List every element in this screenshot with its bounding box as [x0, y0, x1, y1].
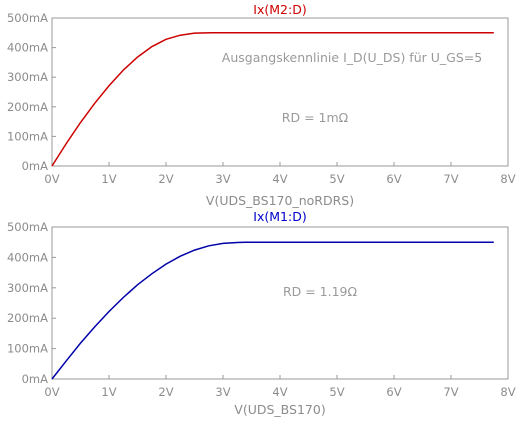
y-tick-label: 200mA — [7, 100, 48, 114]
x-tick-label: 7V — [443, 385, 458, 399]
y-tick-label: 100mA — [7, 129, 48, 143]
chart-title-bottom: Ix(M1:D) — [253, 209, 306, 224]
x-tick-label: 0V — [44, 172, 59, 186]
y-tick-label: 0mA — [22, 372, 49, 386]
y-tick-label: 500mA — [7, 220, 48, 234]
x-tick-labels-bottom: 0V 1V 2V 3V 4V 5V 6V 7V 8V — [44, 385, 515, 399]
x-tick-label: 4V — [272, 385, 287, 399]
x-tick-label: 5V — [329, 172, 344, 186]
x-tick-label: 1V — [101, 172, 116, 186]
series-line-top — [51, 32, 494, 167]
y-tick-label: 300mA — [7, 281, 48, 295]
x-tick-label: 7V — [443, 172, 458, 186]
x-tick-label: 6V — [386, 172, 401, 186]
y-tick-label: 500mA — [7, 11, 48, 25]
y-tick-label: 200mA — [7, 311, 48, 325]
x-tick-label: 8V — [500, 172, 515, 186]
y-tick-labels-top: 0mA 100mA 200mA 300mA 400mA 500mA — [7, 11, 48, 173]
tick-marks-top — [51, 17, 509, 167]
annotation-title-top: Ausgangskennlinie I_D(U_DS) für U_GS=5 — [222, 50, 482, 65]
annotation-rd-top: RD = 1mΩ — [282, 110, 349, 125]
plot-frame-top — [51, 17, 509, 167]
tick-marks-bottom — [51, 226, 509, 380]
y-tick-label: 100mA — [7, 342, 48, 356]
y-tick-label: 400mA — [7, 41, 48, 55]
x-tick-label: 8V — [500, 385, 515, 399]
chart-title-top: Ix(M2:D) — [253, 2, 306, 17]
x-tick-label: 2V — [158, 385, 173, 399]
chart-panel-top: Ix(M2:D) 0mA 100mA 200mA 300mA 400mA 500mA 0V… — [7, 2, 516, 208]
x-tick-label: 3V — [215, 172, 230, 186]
y-tick-label: 400mA — [7, 250, 48, 264]
chart-panel-bottom: Ix(M1:D) 0mA 100mA 200mA 300mA 400mA 500mA 0V… — [7, 209, 516, 417]
y-tick-label: 0mA — [22, 159, 49, 173]
x-tick-label: 1V — [101, 385, 116, 399]
x-tick-labels-top: 0V 1V 2V 3V 4V 5V 6V 7V 8V — [44, 172, 515, 186]
series-line-bottom — [51, 241, 494, 380]
x-tick-label: 0V — [44, 385, 59, 399]
y-tick-label: 300mA — [7, 70, 48, 84]
x-tick-label: 5V — [329, 385, 344, 399]
annotation-rd-bottom: RD = 1.19Ω — [283, 284, 358, 299]
x-tick-label: 4V — [272, 172, 287, 186]
x-axis-label-bottom: V(UDS_BS170) — [234, 402, 325, 417]
plot-frame-bottom — [51, 226, 509, 380]
x-tick-label: 3V — [215, 385, 230, 399]
x-tick-label: 6V — [386, 385, 401, 399]
y-tick-labels-bottom: 0mA 100mA 200mA 300mA 400mA 500mA — [7, 220, 48, 386]
x-axis-label-top: V(UDS_BS170_noRDRS) — [206, 193, 354, 208]
x-tick-label: 2V — [158, 172, 173, 186]
